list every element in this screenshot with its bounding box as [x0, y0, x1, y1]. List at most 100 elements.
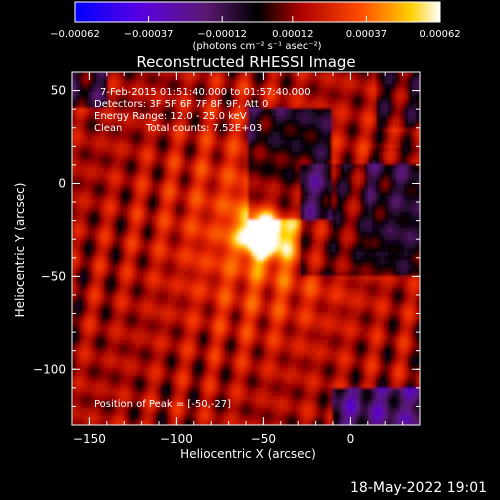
heatmap-cell — [288, 224, 293, 229]
heatmap-cell — [132, 264, 137, 269]
heatmap-cell — [92, 196, 97, 201]
heatmap-cell — [212, 80, 217, 85]
heatmap-cell — [340, 208, 345, 213]
heatmap-cell — [400, 128, 405, 133]
heatmap-cell — [404, 272, 409, 277]
heatmap-cell — [396, 96, 401, 101]
heatmap-cell — [152, 252, 157, 257]
heatmap-cell — [96, 228, 101, 233]
heatmap-cell — [368, 268, 373, 273]
heatmap-cell — [168, 292, 173, 297]
heatmap-cell — [96, 96, 101, 101]
heatmap-cell — [220, 116, 225, 121]
heatmap-cell — [332, 248, 337, 253]
heatmap-cell — [256, 296, 261, 301]
heatmap-cell — [268, 196, 273, 201]
heatmap-cell — [336, 292, 341, 297]
heatmap-cell — [192, 188, 197, 193]
heatmap-cell — [296, 212, 301, 217]
heatmap-cell — [152, 216, 157, 221]
heatmap-cell — [84, 116, 89, 121]
heatmap-cell — [204, 216, 209, 221]
heatmap-cell — [308, 104, 313, 109]
chart-title: Reconstructed RHESSI Image — [136, 53, 355, 71]
heatmap-cell — [160, 296, 165, 301]
heatmap-cell — [124, 264, 129, 269]
heatmap-cell — [224, 272, 229, 277]
heatmap-cell — [196, 108, 201, 113]
heatmap-cell — [268, 176, 273, 181]
heatmap-cell — [200, 160, 205, 165]
heatmap-cell — [368, 156, 373, 161]
heatmap-cell — [336, 104, 341, 109]
heatmap-cell — [364, 120, 369, 125]
heatmap-cell — [268, 292, 273, 297]
heatmap-cell — [412, 172, 417, 177]
heatmap-cell — [240, 124, 245, 129]
heatmap-cell — [240, 220, 245, 225]
heatmap-cell — [372, 184, 377, 189]
heatmap-cell — [176, 140, 181, 145]
heatmap-cell — [404, 292, 409, 297]
heatmap-cell — [160, 164, 165, 169]
heatmap-cell — [132, 244, 137, 249]
heatmap-cell — [72, 216, 77, 221]
heatmap-cell — [180, 180, 185, 185]
heatmap-cell — [224, 164, 229, 169]
heatmap-cell — [364, 180, 369, 185]
heatmap-cell — [108, 136, 113, 141]
heatmap-cell — [152, 152, 157, 157]
heatmap-cell — [376, 120, 381, 125]
heatmap-cell — [92, 92, 97, 97]
heatmap-cell — [156, 140, 161, 145]
heatmap-cell — [96, 240, 101, 245]
heatmap-cell — [384, 244, 389, 249]
heatmap-cell — [180, 140, 185, 145]
heatmap-cell — [188, 204, 193, 209]
heatmap-cell — [312, 132, 317, 137]
heatmap-cell — [308, 296, 313, 301]
heatmap-cell — [248, 84, 253, 89]
heatmap-cell — [108, 140, 113, 145]
heatmap-cell — [164, 160, 169, 165]
heatmap-cell — [288, 192, 293, 197]
heatmap-cell — [188, 116, 193, 121]
heatmap-cell — [316, 252, 321, 257]
heatmap-cell — [388, 168, 393, 173]
heatmap-cell — [180, 156, 185, 161]
heatmap-cell — [312, 240, 317, 245]
heatmap-cell — [272, 132, 277, 137]
heatmap-cell — [96, 204, 101, 209]
heatmap-cell — [76, 148, 81, 153]
heatmap-cell — [296, 120, 301, 125]
heatmap-cell — [344, 140, 349, 145]
heatmap-cell — [124, 260, 129, 265]
heatmap-cell — [308, 292, 313, 297]
heatmap-cell — [220, 72, 225, 77]
heatmap-cell — [220, 156, 225, 161]
heatmap-cell — [180, 264, 185, 269]
heatmap-cell — [204, 84, 209, 89]
heatmap-cell — [372, 244, 377, 249]
heatmap-cell — [100, 148, 105, 153]
heatmap-cell — [320, 168, 325, 173]
heatmap-cell — [404, 196, 409, 201]
heatmap-cell — [220, 120, 225, 125]
heatmap-cell — [160, 260, 165, 265]
heatmap-cell — [372, 156, 377, 161]
heatmap-cell — [156, 156, 161, 161]
heatmap-cell — [248, 236, 253, 241]
heatmap-cell — [272, 292, 277, 297]
heatmap-cell — [256, 180, 261, 185]
heatmap-cell — [320, 240, 325, 245]
heatmap-cell — [112, 76, 117, 81]
heatmap-cell — [384, 108, 389, 113]
heatmap-cell — [212, 256, 217, 261]
heatmap-cell — [224, 152, 229, 157]
heatmap-cell — [244, 276, 249, 281]
heatmap-cell — [224, 140, 229, 145]
heatmap-cell — [264, 160, 269, 165]
heatmap-cell — [124, 160, 129, 165]
heatmap-cell — [380, 112, 385, 117]
heatmap-cell — [108, 200, 113, 205]
